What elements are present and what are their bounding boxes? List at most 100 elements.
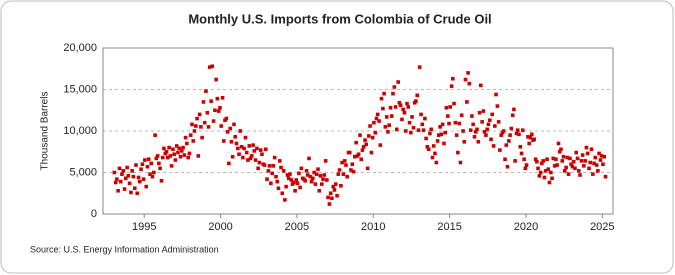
source: Source: U.S. Energy Information Administ…	[30, 244, 219, 254]
point	[509, 126, 514, 131]
point	[550, 176, 554, 181]
point	[535, 159, 539, 164]
point	[312, 170, 316, 175]
point	[145, 164, 150, 169]
point	[291, 180, 296, 185]
plot-border	[102, 47, 614, 215]
point	[243, 135, 248, 140]
point	[598, 158, 603, 162]
point	[210, 64, 215, 69]
point	[125, 165, 129, 170]
point	[340, 160, 344, 165]
point	[187, 151, 192, 156]
point	[561, 154, 566, 159]
point	[589, 147, 594, 152]
point	[552, 164, 557, 168]
point	[564, 165, 568, 170]
point	[298, 185, 302, 190]
point	[451, 76, 455, 81]
point	[517, 132, 521, 137]
point	[227, 161, 231, 166]
point	[411, 125, 416, 130]
point	[515, 128, 520, 132]
point	[481, 109, 486, 113]
point	[174, 144, 179, 148]
point	[352, 154, 357, 159]
point	[190, 122, 194, 127]
point	[583, 159, 588, 163]
point	[199, 125, 203, 129]
point	[580, 153, 585, 157]
point	[157, 161, 161, 166]
point	[140, 162, 145, 166]
point	[205, 110, 210, 115]
point	[442, 141, 446, 146]
point	[126, 174, 131, 178]
x-tick-label: 2010	[361, 221, 385, 233]
point	[194, 124, 198, 128]
point	[270, 171, 274, 176]
point	[185, 141, 189, 146]
point	[588, 160, 593, 165]
point	[209, 99, 213, 103]
point	[601, 162, 605, 166]
point	[143, 158, 147, 162]
point	[242, 146, 246, 151]
point	[237, 152, 241, 157]
point	[459, 113, 464, 118]
point	[342, 159, 347, 163]
point	[393, 105, 398, 109]
point	[178, 154, 183, 159]
point	[347, 150, 352, 155]
point	[158, 166, 162, 171]
point	[501, 129, 506, 133]
point	[121, 169, 126, 173]
point	[503, 157, 507, 162]
point	[374, 116, 379, 121]
y-tick-label: 15,000	[63, 83, 97, 95]
point	[368, 124, 372, 128]
point	[234, 141, 239, 146]
point	[159, 179, 164, 183]
point	[238, 129, 243, 133]
point	[591, 172, 595, 176]
point	[309, 179, 314, 184]
point	[167, 145, 171, 150]
point	[507, 139, 511, 143]
point	[228, 126, 232, 131]
point	[332, 188, 337, 192]
point	[331, 184, 336, 189]
point	[255, 146, 259, 151]
point	[252, 149, 257, 153]
point	[364, 142, 369, 147]
x-tick-label: 2025	[590, 221, 614, 233]
point	[359, 157, 364, 162]
point	[305, 173, 310, 177]
point	[498, 148, 502, 152]
point	[484, 133, 488, 137]
point	[407, 120, 412, 125]
point	[232, 122, 236, 127]
point	[593, 155, 598, 160]
point	[379, 96, 384, 101]
point	[299, 166, 304, 171]
point	[171, 147, 175, 152]
point	[457, 121, 462, 126]
point	[389, 114, 394, 118]
point	[303, 179, 307, 183]
point	[155, 154, 160, 158]
point	[562, 169, 567, 173]
point	[508, 133, 512, 137]
point	[267, 164, 272, 168]
point	[363, 138, 367, 142]
point	[435, 139, 440, 143]
point	[454, 133, 459, 137]
point	[113, 180, 118, 185]
point	[476, 139, 481, 144]
point	[134, 163, 138, 167]
point	[179, 149, 184, 153]
point	[547, 180, 552, 185]
point	[440, 122, 445, 127]
point	[289, 178, 294, 182]
